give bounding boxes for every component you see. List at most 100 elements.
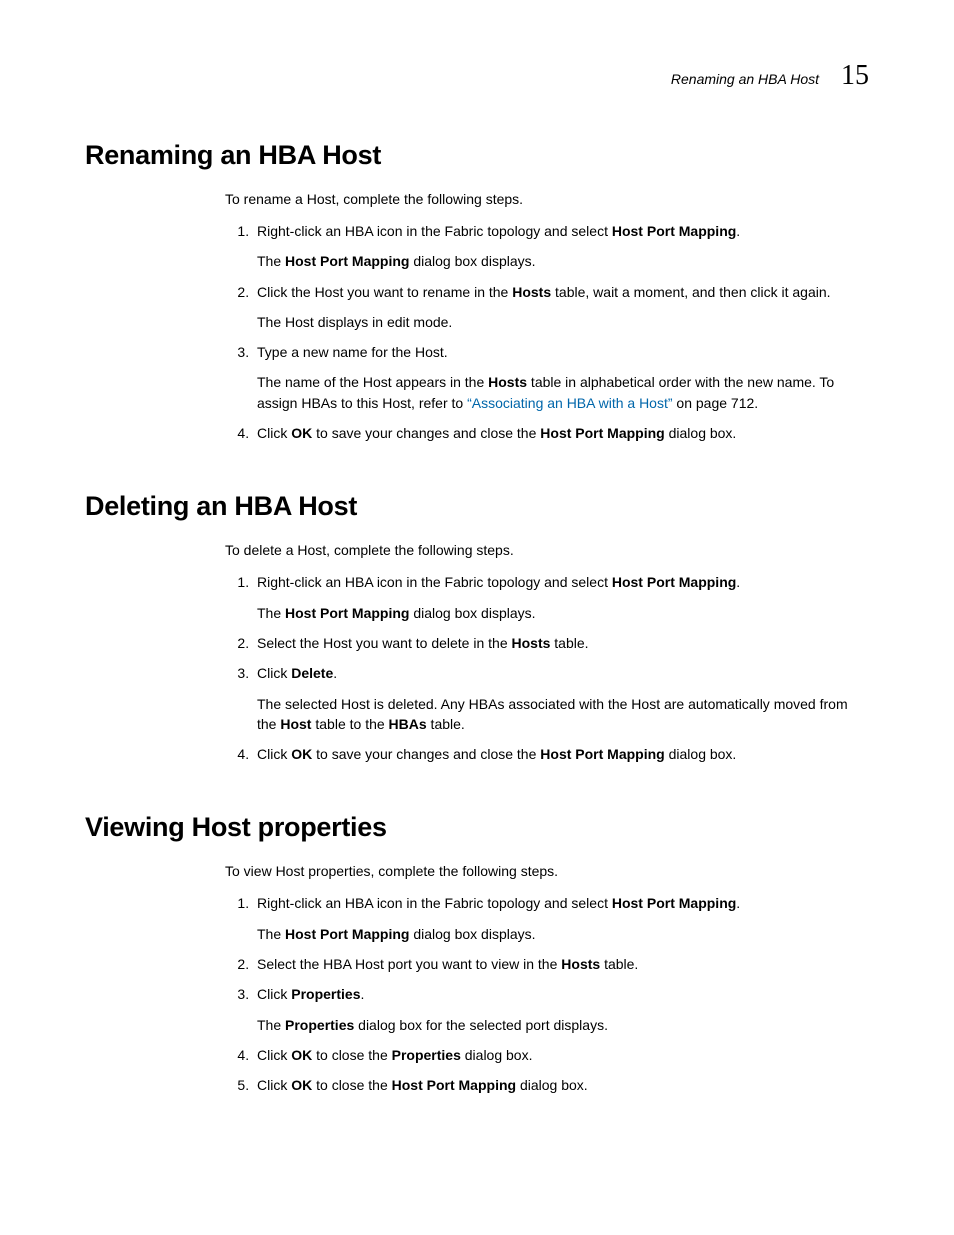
- sub-text: The Host Port Mapping dialog box display…: [257, 251, 869, 271]
- heading-renaming: Renaming an HBA Host: [85, 140, 869, 171]
- section-viewing: Viewing Host properties To view Host pro…: [85, 812, 869, 1095]
- bold-term: Host Port Mapping: [540, 425, 664, 441]
- step-text: table.: [600, 956, 638, 972]
- step-text: to save your changes and close the: [312, 425, 540, 441]
- bold-term: HBAs: [389, 716, 427, 732]
- intro-text: To rename a Host, complete the following…: [225, 191, 869, 207]
- list-item: Right-click an HBA icon in the Fabric to…: [253, 893, 869, 944]
- section-renaming: Renaming an HBA Host To rename a Host, c…: [85, 140, 869, 443]
- list-item: Right-click an HBA icon in the Fabric to…: [253, 572, 869, 623]
- step-text: on page 712.: [673, 395, 759, 411]
- bold-term: Host Port Mapping: [285, 926, 409, 942]
- bold-term: Host Port Mapping: [285, 253, 409, 269]
- step-text: The: [257, 605, 285, 621]
- step-text: The: [257, 253, 285, 269]
- bold-term: Properties: [285, 1017, 354, 1033]
- bold-term: Host Port Mapping: [392, 1077, 516, 1093]
- cross-ref-link[interactable]: “Associating an HBA with a Host”: [467, 395, 672, 411]
- step-text: .: [736, 223, 740, 239]
- step-text: to close the: [312, 1077, 391, 1093]
- bold-term: OK: [291, 746, 312, 762]
- steps-list: Right-click an HBA icon in the Fabric to…: [225, 893, 869, 1095]
- step-text: .: [360, 986, 364, 1002]
- bold-term: OK: [291, 1047, 312, 1063]
- step-text: dialog box displays.: [409, 926, 535, 942]
- bold-term: Host Port Mapping: [612, 574, 736, 590]
- step-text: Click: [257, 1077, 291, 1093]
- sub-text: The name of the Host appears in the Host…: [257, 372, 869, 413]
- sub-text: The Host displays in edit mode.: [257, 312, 869, 332]
- step-text: The name of the Host appears in the: [257, 374, 488, 390]
- step-text: dialog box.: [665, 746, 737, 762]
- list-item: Click OK to close the Properties dialog …: [253, 1045, 869, 1065]
- step-text: table.: [550, 635, 588, 651]
- step-text: to close the: [312, 1047, 391, 1063]
- bold-term: Properties: [392, 1047, 461, 1063]
- sub-text: The selected Host is deleted. Any HBAs a…: [257, 694, 869, 735]
- step-text: The: [257, 926, 285, 942]
- bold-term: Hosts: [512, 284, 551, 300]
- step-text: The: [257, 1017, 285, 1033]
- intro-text: To delete a Host, complete the following…: [225, 542, 869, 558]
- bold-term: Host Port Mapping: [285, 605, 409, 621]
- step-text: Click: [257, 665, 291, 681]
- step-text: dialog box for the selected port display…: [354, 1017, 608, 1033]
- step-text: Select the Host you want to delete in th…: [257, 635, 512, 651]
- steps-list: Right-click an HBA icon in the Fabric to…: [225, 221, 869, 443]
- step-text: Right-click an HBA icon in the Fabric to…: [257, 223, 612, 239]
- chapter-number: 15: [841, 60, 869, 92]
- step-text: Click: [257, 986, 291, 1002]
- step-text: .: [333, 665, 337, 681]
- sub-text: The Host Port Mapping dialog box display…: [257, 924, 869, 944]
- step-text: to save your changes and close the: [312, 746, 540, 762]
- list-item: Select the HBA Host port you want to vie…: [253, 954, 869, 974]
- step-text: Type a new name for the Host.: [257, 344, 448, 360]
- bold-term: Hosts: [512, 635, 551, 651]
- step-text: Right-click an HBA icon in the Fabric to…: [257, 574, 612, 590]
- heading-deleting: Deleting an HBA Host: [85, 491, 869, 522]
- list-item: Click OK to save your changes and close …: [253, 744, 869, 764]
- list-item: Click Delete. The selected Host is delet…: [253, 663, 869, 734]
- page: Renaming an HBA Host 15 Renaming an HBA …: [0, 0, 954, 1204]
- intro-text: To view Host properties, complete the fo…: [225, 863, 869, 879]
- step-text: Click: [257, 746, 291, 762]
- step-text: .: [736, 574, 740, 590]
- list-item: Select the Host you want to delete in th…: [253, 633, 869, 653]
- bold-term: Host Port Mapping: [540, 746, 664, 762]
- bold-term: Delete: [291, 665, 333, 681]
- bold-term: Properties: [291, 986, 360, 1002]
- step-text: table to the: [311, 716, 388, 732]
- page-header: Renaming an HBA Host 15: [85, 60, 869, 92]
- step-text: Click the Host you want to rename in the: [257, 284, 512, 300]
- step-text: dialog box displays.: [409, 605, 535, 621]
- list-item: Type a new name for the Host. The name o…: [253, 342, 869, 413]
- step-text: Click: [257, 1047, 291, 1063]
- step-text: dialog box.: [516, 1077, 588, 1093]
- bold-term: Hosts: [488, 374, 527, 390]
- step-text: dialog box.: [665, 425, 737, 441]
- bold-term: Hosts: [561, 956, 600, 972]
- bold-term: Host Port Mapping: [612, 223, 736, 239]
- bold-term: Host: [280, 716, 311, 732]
- steps-list: Right-click an HBA icon in the Fabric to…: [225, 572, 869, 764]
- bold-term: Host Port Mapping: [612, 895, 736, 911]
- section-deleting: Deleting an HBA Host To delete a Host, c…: [85, 491, 869, 764]
- step-text: Right-click an HBA icon in the Fabric to…: [257, 895, 612, 911]
- list-item: Right-click an HBA icon in the Fabric to…: [253, 221, 869, 272]
- bold-term: OK: [291, 1077, 312, 1093]
- list-item: Click Properties. The Properties dialog …: [253, 984, 869, 1035]
- bold-term: OK: [291, 425, 312, 441]
- list-item: Click OK to save your changes and close …: [253, 423, 869, 443]
- step-text: dialog box displays.: [409, 253, 535, 269]
- sub-text: The Properties dialog box for the select…: [257, 1015, 869, 1035]
- step-text: .: [736, 895, 740, 911]
- running-title: Renaming an HBA Host: [671, 71, 819, 87]
- sub-text: The Host Port Mapping dialog box display…: [257, 603, 869, 623]
- list-item: Click OK to close the Host Port Mapping …: [253, 1075, 869, 1095]
- step-text: table, wait a moment, and then click it …: [551, 284, 830, 300]
- list-item: Click the Host you want to rename in the…: [253, 282, 869, 333]
- step-text: Click: [257, 425, 291, 441]
- heading-viewing: Viewing Host properties: [85, 812, 869, 843]
- step-text: Select the HBA Host port you want to vie…: [257, 956, 561, 972]
- step-text: dialog box.: [461, 1047, 533, 1063]
